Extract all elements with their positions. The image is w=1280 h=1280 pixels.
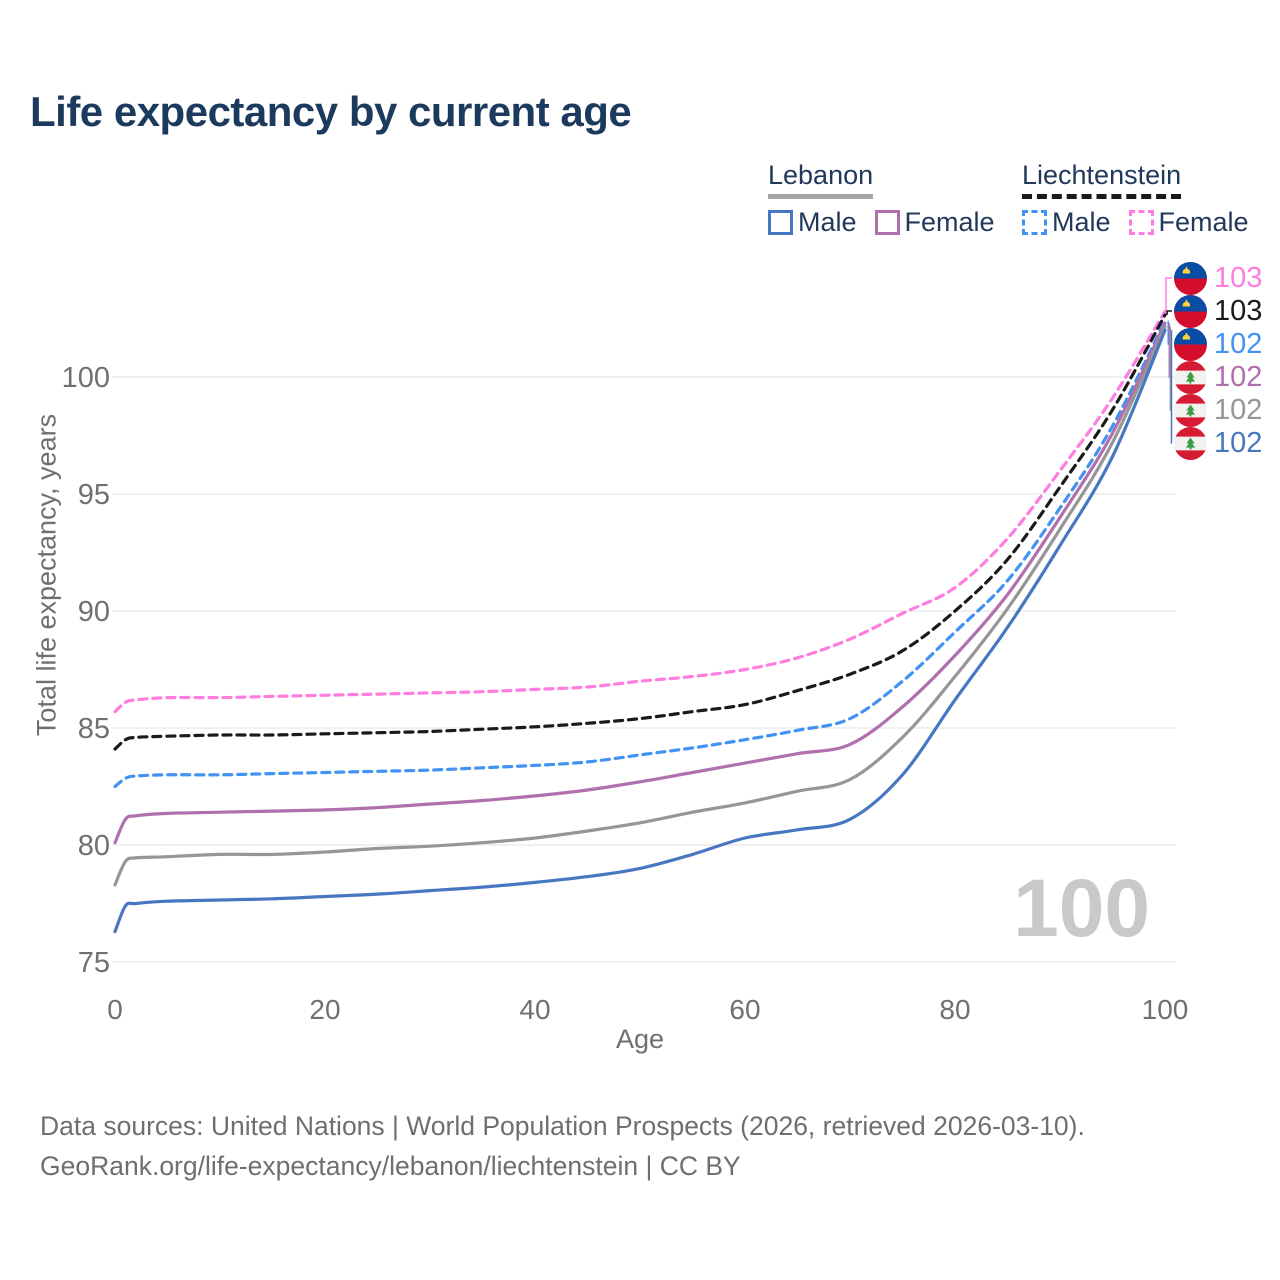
end-label-row: 102	[1174, 394, 1262, 427]
series-line-liechtenstein-both	[113, 313, 1167, 751]
end-value-label: 103	[1214, 295, 1263, 327]
legend-item-liechtenstein-male[interactable]: Male	[1022, 207, 1111, 238]
legend-items-liechtenstein: Male Female	[1022, 207, 1249, 238]
legend-country-liechtenstein[interactable]: Liechtenstein	[1022, 160, 1182, 199]
x-tick-label: 60	[729, 994, 761, 1025]
legend-label-lebanon-female: Female	[904, 207, 995, 237]
lebanon-flag-icon	[1174, 394, 1207, 427]
legend-item-liechtenstein-female[interactable]: Female	[1128, 207, 1249, 238]
liechtenstein-flag-icon	[1174, 295, 1207, 328]
series-line-lebanon-male	[113, 328, 1167, 934]
series-line-liechtenstein-female	[113, 309, 1167, 714]
y-tick-label: 90	[77, 596, 110, 628]
legend-items-lebanon: Male Female	[768, 207, 995, 238]
page-title: Life expectancy by current age	[30, 88, 632, 135]
footer: Data sources: United Nations | World Pop…	[40, 1106, 1085, 1186]
x-tick-label: 40	[519, 994, 551, 1025]
legend-group-lebanon: Lebanon Male Female	[768, 160, 995, 238]
end-value-label: 103	[1214, 262, 1263, 294]
leader-line-liechtenstein-female	[1165, 277, 1172, 312]
end-label-row: 103	[1174, 262, 1262, 295]
leader-line-liechtenstein-both	[1166, 310, 1172, 315]
y-tick-label: 95	[77, 479, 110, 511]
series-line-lebanon-both	[113, 325, 1167, 887]
legend-item-lebanon-male[interactable]: Male	[768, 207, 857, 238]
x-tick-label: 0	[107, 994, 123, 1025]
y-tick-label: 100	[61, 362, 110, 394]
y-tick-label: 80	[77, 830, 110, 862]
age-watermark: 100	[1013, 863, 1150, 954]
end-value-label: 102	[1214, 361, 1263, 393]
end-value-label: 102	[1214, 427, 1263, 459]
legend-item-lebanon-female[interactable]: Female	[874, 207, 995, 238]
footer-attribution: GeoRank.org/life-expectancy/lebanon/liec…	[40, 1151, 741, 1181]
liechtenstein-male-swatch-icon	[1022, 210, 1047, 235]
x-tick-label: 80	[939, 994, 971, 1025]
lebanon-flag-icon	[1174, 427, 1207, 460]
legend-group-liechtenstein: Liechtenstein Male Female	[1022, 160, 1249, 238]
footer-data-sources: Data sources: United Nations | World Pop…	[40, 1111, 1085, 1141]
liechtenstein-female-swatch-icon	[1128, 210, 1154, 235]
liechtenstein-flag-icon	[1174, 328, 1207, 361]
lebanon-male-swatch-icon	[768, 210, 793, 235]
legend-label-lebanon-male: Male	[798, 207, 857, 237]
end-label-row: 102	[1174, 361, 1262, 394]
x-tick-label: 20	[309, 994, 341, 1025]
end-label-row: 103	[1174, 295, 1262, 328]
lebanon-female-swatch-icon	[874, 210, 900, 235]
end-value-label: 102	[1214, 328, 1263, 360]
y-axis-title: Total life expectancy, years	[31, 413, 62, 737]
series-line-lebanon-female	[113, 321, 1167, 845]
liechtenstein-flag-icon	[1174, 262, 1207, 295]
legend-country-lebanon[interactable]: Lebanon	[768, 160, 874, 199]
y-tick-label: 85	[77, 713, 110, 745]
y-tick-label: 75	[77, 947, 110, 979]
lebanon-flag-icon	[1174, 361, 1207, 394]
end-label-row: 102	[1174, 328, 1262, 361]
legend-label-liechtenstein-male: Male	[1052, 207, 1111, 237]
series-line-liechtenstein-male	[113, 319, 1167, 789]
end-label-row: 102	[1174, 427, 1262, 460]
legend-label-liechtenstein-female: Female	[1158, 207, 1249, 237]
x-tick-label: 100	[1141, 994, 1189, 1025]
leader-line-lebanon-male	[1170, 330, 1173, 444]
x-axis-title: Age	[615, 1024, 665, 1054]
end-value-label: 102	[1214, 394, 1263, 426]
